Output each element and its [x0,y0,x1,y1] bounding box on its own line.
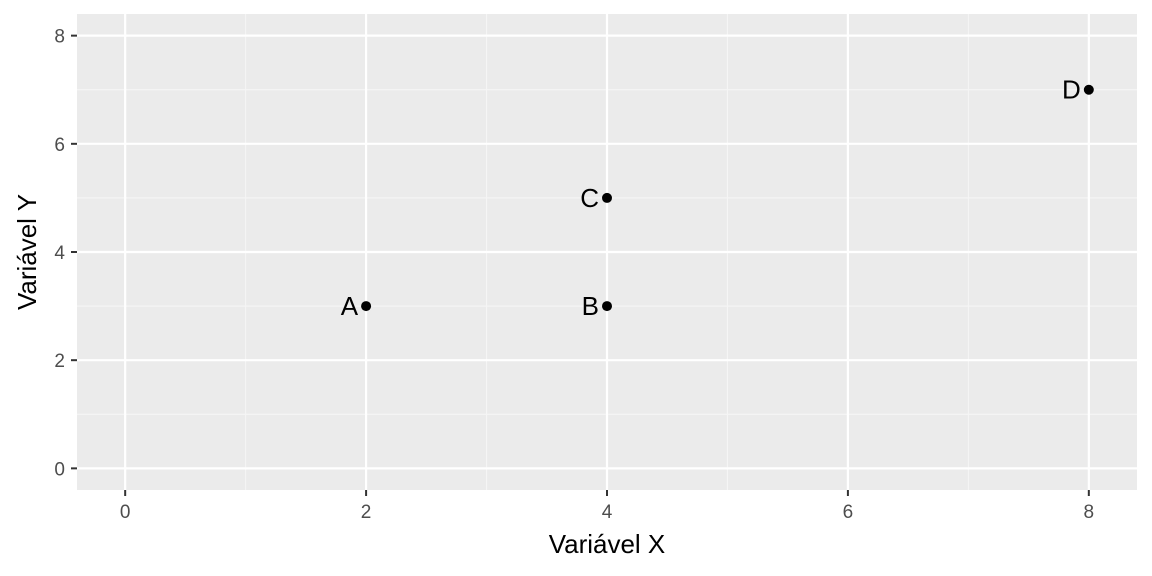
x-tick-label: 6 [843,502,854,523]
data-point-a [361,301,371,311]
data-point-c [602,193,612,203]
x-tick-label: 8 [1084,502,1095,523]
y-tick-label: 4 [54,243,65,264]
x-axis-title: Variável X [549,529,666,559]
y-axis-title: Variável Y [12,194,42,310]
y-tick-label: 6 [54,135,65,156]
point-label-c: C [580,183,599,213]
y-tick-label: 8 [54,27,65,48]
data-point-b [602,301,612,311]
y-axis-ticks: 0 2 4 6 8 [54,27,77,481]
point-label-d: D [1062,75,1081,105]
x-tick-label: 2 [361,502,372,523]
data-point-d [1084,85,1094,95]
x-axis-ticks: 0 2 4 6 8 [120,490,1094,523]
x-tick-label: 4 [602,502,613,523]
point-label-b: B [582,291,599,321]
y-tick-label: 2 [54,351,65,372]
point-label-a: A [341,291,359,321]
y-tick-label: 0 [54,459,65,480]
x-tick-label: 0 [120,502,131,523]
